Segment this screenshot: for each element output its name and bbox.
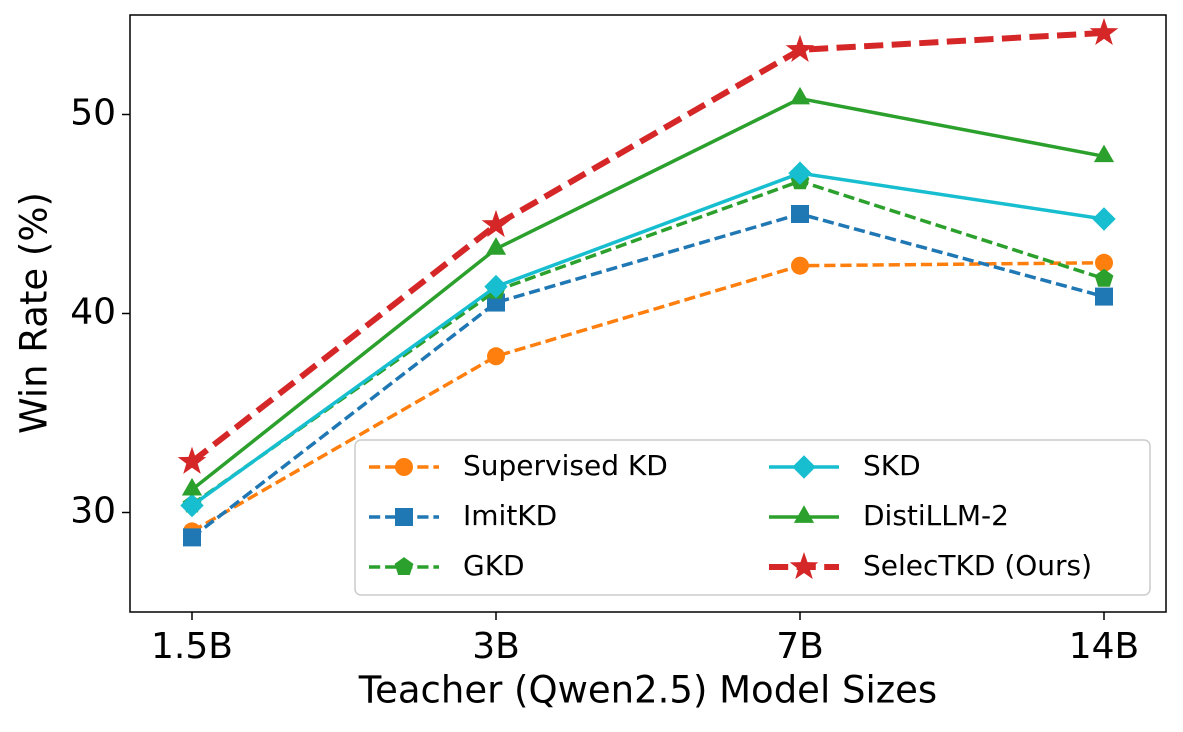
marker xyxy=(395,508,413,526)
marker xyxy=(792,455,816,479)
marker xyxy=(484,274,508,299)
series-line xyxy=(191,261,1105,533)
series xyxy=(183,205,1113,547)
marker xyxy=(1089,17,1119,45)
series xyxy=(181,86,1115,496)
marker xyxy=(785,34,815,62)
marker xyxy=(793,505,815,523)
plot-frame xyxy=(129,14,1167,613)
marker xyxy=(487,347,505,366)
legend-label: DistiLLM-2 xyxy=(863,499,1009,532)
series xyxy=(177,17,1119,474)
series xyxy=(180,161,1116,518)
legend-box xyxy=(354,439,1151,596)
x-tick-label: 1.5B xyxy=(151,626,233,667)
legend-label: GKD xyxy=(463,549,525,582)
marker xyxy=(481,209,511,238)
marker xyxy=(1093,144,1115,163)
y-tick-label: 50 xyxy=(70,93,116,134)
y-tick-label: 40 xyxy=(70,292,116,333)
x-tick-label: 14B xyxy=(1069,626,1140,667)
marker xyxy=(394,557,414,575)
legend-label: SKD xyxy=(863,449,921,482)
marker xyxy=(789,86,811,105)
marker xyxy=(789,552,819,580)
marker xyxy=(791,205,809,223)
series-line xyxy=(190,212,1105,539)
series-line xyxy=(190,171,1105,507)
marker xyxy=(1092,207,1116,231)
series-line xyxy=(190,96,1105,491)
legend-label: ImitKD xyxy=(463,499,557,532)
marker xyxy=(1094,268,1114,287)
marker xyxy=(177,446,207,474)
series xyxy=(183,253,1113,541)
marker xyxy=(180,493,204,518)
x-tick-label: 3B xyxy=(472,626,520,667)
marker xyxy=(1095,287,1113,306)
legend: Supervised KD ImitKD GKD SKD DistiLLM-2 Selec… xyxy=(354,439,1151,596)
marker xyxy=(183,528,201,547)
x-axis-label: Teacher (Qwen2.5) Model Sizes xyxy=(358,669,937,712)
legend-label: SelecTKD (Ours) xyxy=(863,549,1092,582)
marker xyxy=(395,458,413,476)
marker xyxy=(788,161,812,185)
y-tick-label: 30 xyxy=(70,491,116,532)
series-line xyxy=(190,29,1105,465)
marker xyxy=(181,477,203,496)
marker xyxy=(791,256,809,275)
x-tick-label: 7B xyxy=(776,626,824,667)
marker xyxy=(485,237,507,255)
y-axis-label: Win Rate (%) xyxy=(13,192,56,434)
legend-label: Supervised KD xyxy=(463,449,668,482)
marker xyxy=(1095,253,1113,272)
